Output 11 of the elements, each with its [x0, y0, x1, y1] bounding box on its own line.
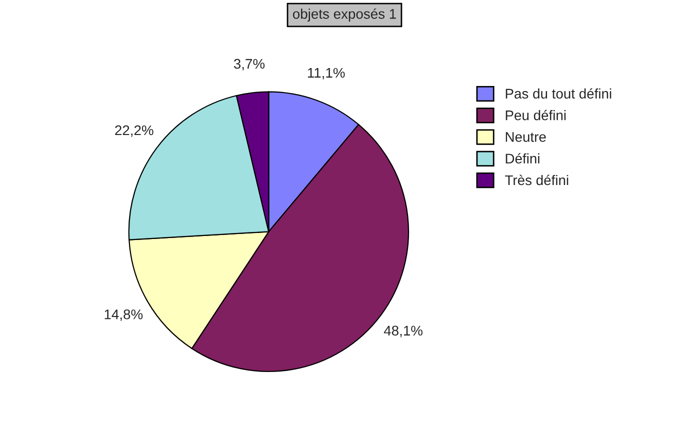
legend-label: Peu défini	[506, 110, 566, 120]
data-label: 48,1%	[384, 326, 422, 338]
data-label: 11,1%	[308, 68, 345, 80]
data-label: 14,8%	[104, 309, 143, 321]
legend-label: Neutre	[506, 132, 546, 142]
legend-label: Défini	[506, 153, 540, 164]
legend-label: Pas du tout défini	[506, 88, 612, 99]
data-label: 22,2%	[115, 125, 154, 137]
legend-label: Très défini	[505, 174, 568, 186]
chart-title: objets exposés 1	[292, 8, 396, 22]
data-label: 3,7%	[234, 58, 265, 70]
